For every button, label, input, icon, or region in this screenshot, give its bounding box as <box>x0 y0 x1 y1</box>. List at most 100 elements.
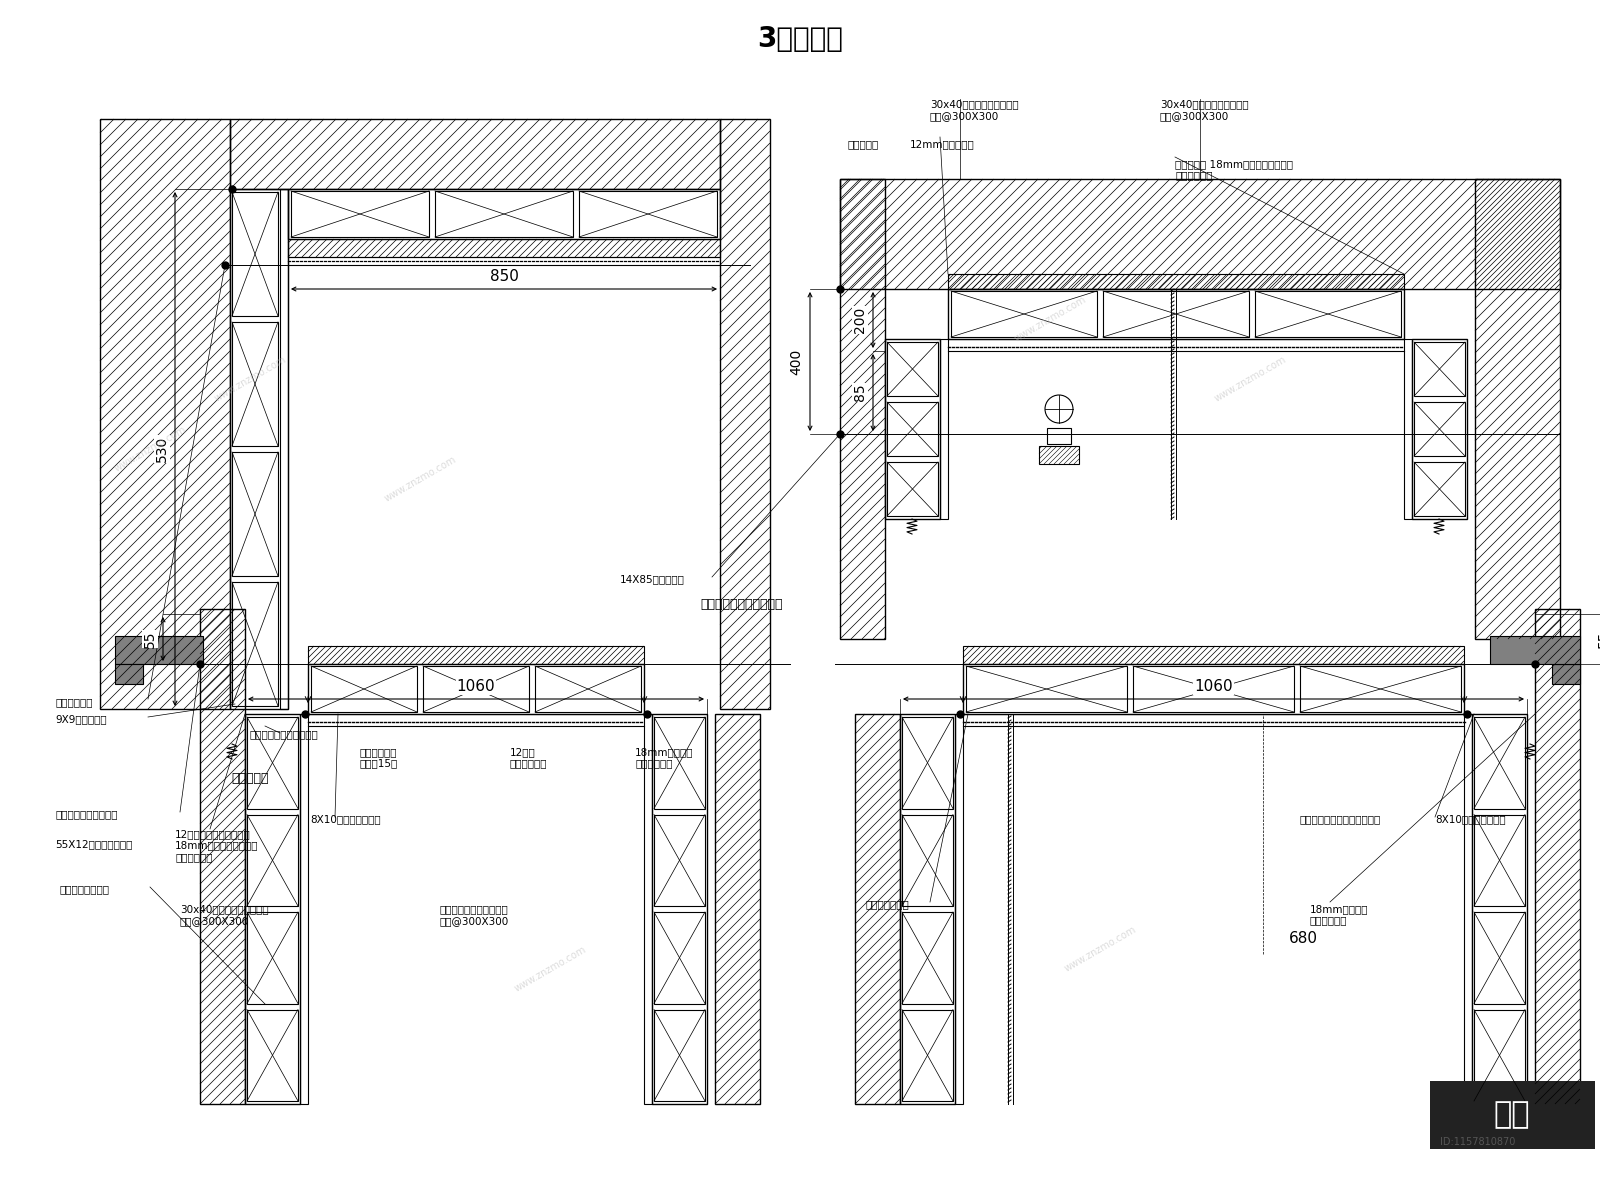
Text: 530: 530 <box>155 436 170 462</box>
Bar <box>963 646 1464 664</box>
Bar <box>1299 665 1461 712</box>
Bar <box>246 717 298 808</box>
Bar <box>902 814 954 906</box>
Bar <box>200 609 245 1104</box>
Bar <box>840 179 1560 289</box>
Bar <box>1474 1010 1525 1101</box>
Text: 饰面板硝基清漆: 饰面板硝基清漆 <box>866 899 909 909</box>
Bar <box>301 713 307 1104</box>
Text: www.znzmo.com: www.znzmo.com <box>1013 294 1088 344</box>
Bar <box>422 665 530 712</box>
Text: 200: 200 <box>853 307 867 333</box>
Text: 3层饰面板: 3层饰面板 <box>757 25 843 53</box>
Bar <box>1405 339 1413 519</box>
Bar <box>246 1010 298 1101</box>
Bar <box>1133 665 1294 712</box>
Text: 12厘板基层防火防腐三度
18mm细木工板（杉木）
防火防腐三度: 12厘板基层防火防腐三度 18mm细木工板（杉木） 防火防腐三度 <box>174 829 259 862</box>
Text: 玫瑰木饰面 18mm细木工板（杉木）
防火防腐三度: 玫瑰木饰面 18mm细木工板（杉木） 防火防腐三度 <box>1174 159 1293 181</box>
Text: 18mm细木工板
防火防腐三度: 18mm细木工板 防火防腐三度 <box>635 747 693 769</box>
Bar <box>653 713 707 1104</box>
Bar <box>886 342 938 396</box>
Bar <box>288 239 720 257</box>
Text: 18mm细木工板
防火防腐三度: 18mm细木工板 防火防腐三度 <box>1310 904 1368 926</box>
Text: 12厘板
防火防腐三度: 12厘板 防火防腐三度 <box>510 747 547 769</box>
Bar <box>941 339 947 519</box>
Text: 木龙骨防火防腐涂料三度: 木龙骨防火防腐涂料三度 <box>250 729 318 739</box>
Text: 中国黑窗台板: 中国黑窗台板 <box>54 697 93 707</box>
Bar <box>715 713 760 1104</box>
Text: www.znzmo.com: www.znzmo.com <box>512 945 587 994</box>
Text: 玫瑰木饰面对拼块: 玫瑰木饰面对拼块 <box>61 884 110 894</box>
Text: 8X10樱桃木线条收口: 8X10樱桃木线条收口 <box>1435 814 1506 824</box>
Bar <box>288 189 720 239</box>
Bar <box>947 289 1405 339</box>
Text: 9X9樱桃木线条: 9X9樱桃木线条 <box>54 713 107 724</box>
Bar <box>854 713 899 1104</box>
Bar <box>115 635 203 664</box>
Bar <box>230 119 720 189</box>
Bar <box>1472 713 1526 1104</box>
Bar <box>1414 462 1466 516</box>
Bar <box>1102 291 1250 337</box>
Bar <box>1475 179 1560 639</box>
Bar <box>1534 609 1581 1104</box>
Bar <box>1474 717 1525 808</box>
Text: 55: 55 <box>142 631 157 647</box>
Text: 12mm纸面石膏板: 12mm纸面石膏板 <box>910 139 974 149</box>
Text: 白色乳胶漆: 白色乳胶漆 <box>846 139 878 149</box>
Bar <box>246 912 298 1004</box>
Bar <box>720 119 770 709</box>
Bar <box>1414 342 1466 396</box>
Bar <box>534 665 642 712</box>
Bar <box>654 1010 706 1101</box>
Bar <box>99 119 230 709</box>
Text: 400: 400 <box>789 349 803 374</box>
Bar <box>1490 635 1581 664</box>
Text: 85: 85 <box>853 384 867 402</box>
Bar <box>1464 713 1472 1104</box>
Text: 1060: 1060 <box>456 679 496 694</box>
Bar <box>902 1010 954 1101</box>
Text: www.znzmo.com: www.znzmo.com <box>382 454 458 504</box>
Text: 55X12樱桃木线条收口: 55X12樱桃木线条收口 <box>54 839 133 849</box>
Text: 知末: 知末 <box>1494 1101 1530 1129</box>
Text: 木龙骨防火防腐涂料三度
间距@300X300: 木龙骨防火防腐涂料三度 间距@300X300 <box>440 904 509 926</box>
Bar <box>840 179 885 639</box>
Bar <box>950 291 1098 337</box>
Text: 玫瑰饰面板硝
基清漆15遍: 玫瑰饰面板硝 基清漆15遍 <box>360 747 398 769</box>
Bar <box>579 191 717 237</box>
Text: 行长室包柱: 行长室包柱 <box>232 772 269 785</box>
Bar <box>232 323 278 446</box>
Bar <box>886 402 938 456</box>
Bar <box>310 665 418 712</box>
Text: 55: 55 <box>1597 631 1600 647</box>
Text: www.znzmo.com: www.znzmo.com <box>112 424 187 474</box>
Bar <box>955 713 963 1104</box>
Bar <box>886 462 938 516</box>
Bar <box>1552 664 1581 683</box>
Text: 680: 680 <box>1288 930 1317 946</box>
Bar <box>885 339 941 519</box>
Text: 8X10樱桃木线条收口: 8X10樱桃木线条收口 <box>310 814 381 824</box>
Text: 30x40木龙骨防火防腐三度
间距@300X300: 30x40木龙骨防火防腐三度 间距@300X300 <box>179 904 269 926</box>
Bar <box>115 664 142 683</box>
Text: www.znzmo.com: www.znzmo.com <box>213 355 288 404</box>
Text: 所有饰面板基层高度到墙板顶: 所有饰面板基层高度到墙板顶 <box>1299 814 1381 824</box>
Bar <box>1046 428 1070 444</box>
Bar <box>1254 291 1402 337</box>
Bar <box>232 582 278 706</box>
Bar <box>280 189 288 709</box>
Bar <box>654 912 706 1004</box>
Text: 30x40木龙骨防火防腐三度
间距@300X300: 30x40木龙骨防火防腐三度 间距@300X300 <box>930 100 1019 121</box>
Bar <box>966 665 1126 712</box>
Text: 1060: 1060 <box>1194 679 1234 694</box>
Bar <box>245 713 301 1104</box>
Bar <box>654 717 706 808</box>
Text: www.znzmo.com: www.znzmo.com <box>1213 355 1288 404</box>
Bar <box>435 191 573 237</box>
Text: www.znzmo.com: www.znzmo.com <box>1062 924 1138 974</box>
Bar <box>291 191 429 237</box>
Bar <box>1414 402 1466 456</box>
Bar <box>1413 339 1467 519</box>
Bar <box>232 452 278 576</box>
